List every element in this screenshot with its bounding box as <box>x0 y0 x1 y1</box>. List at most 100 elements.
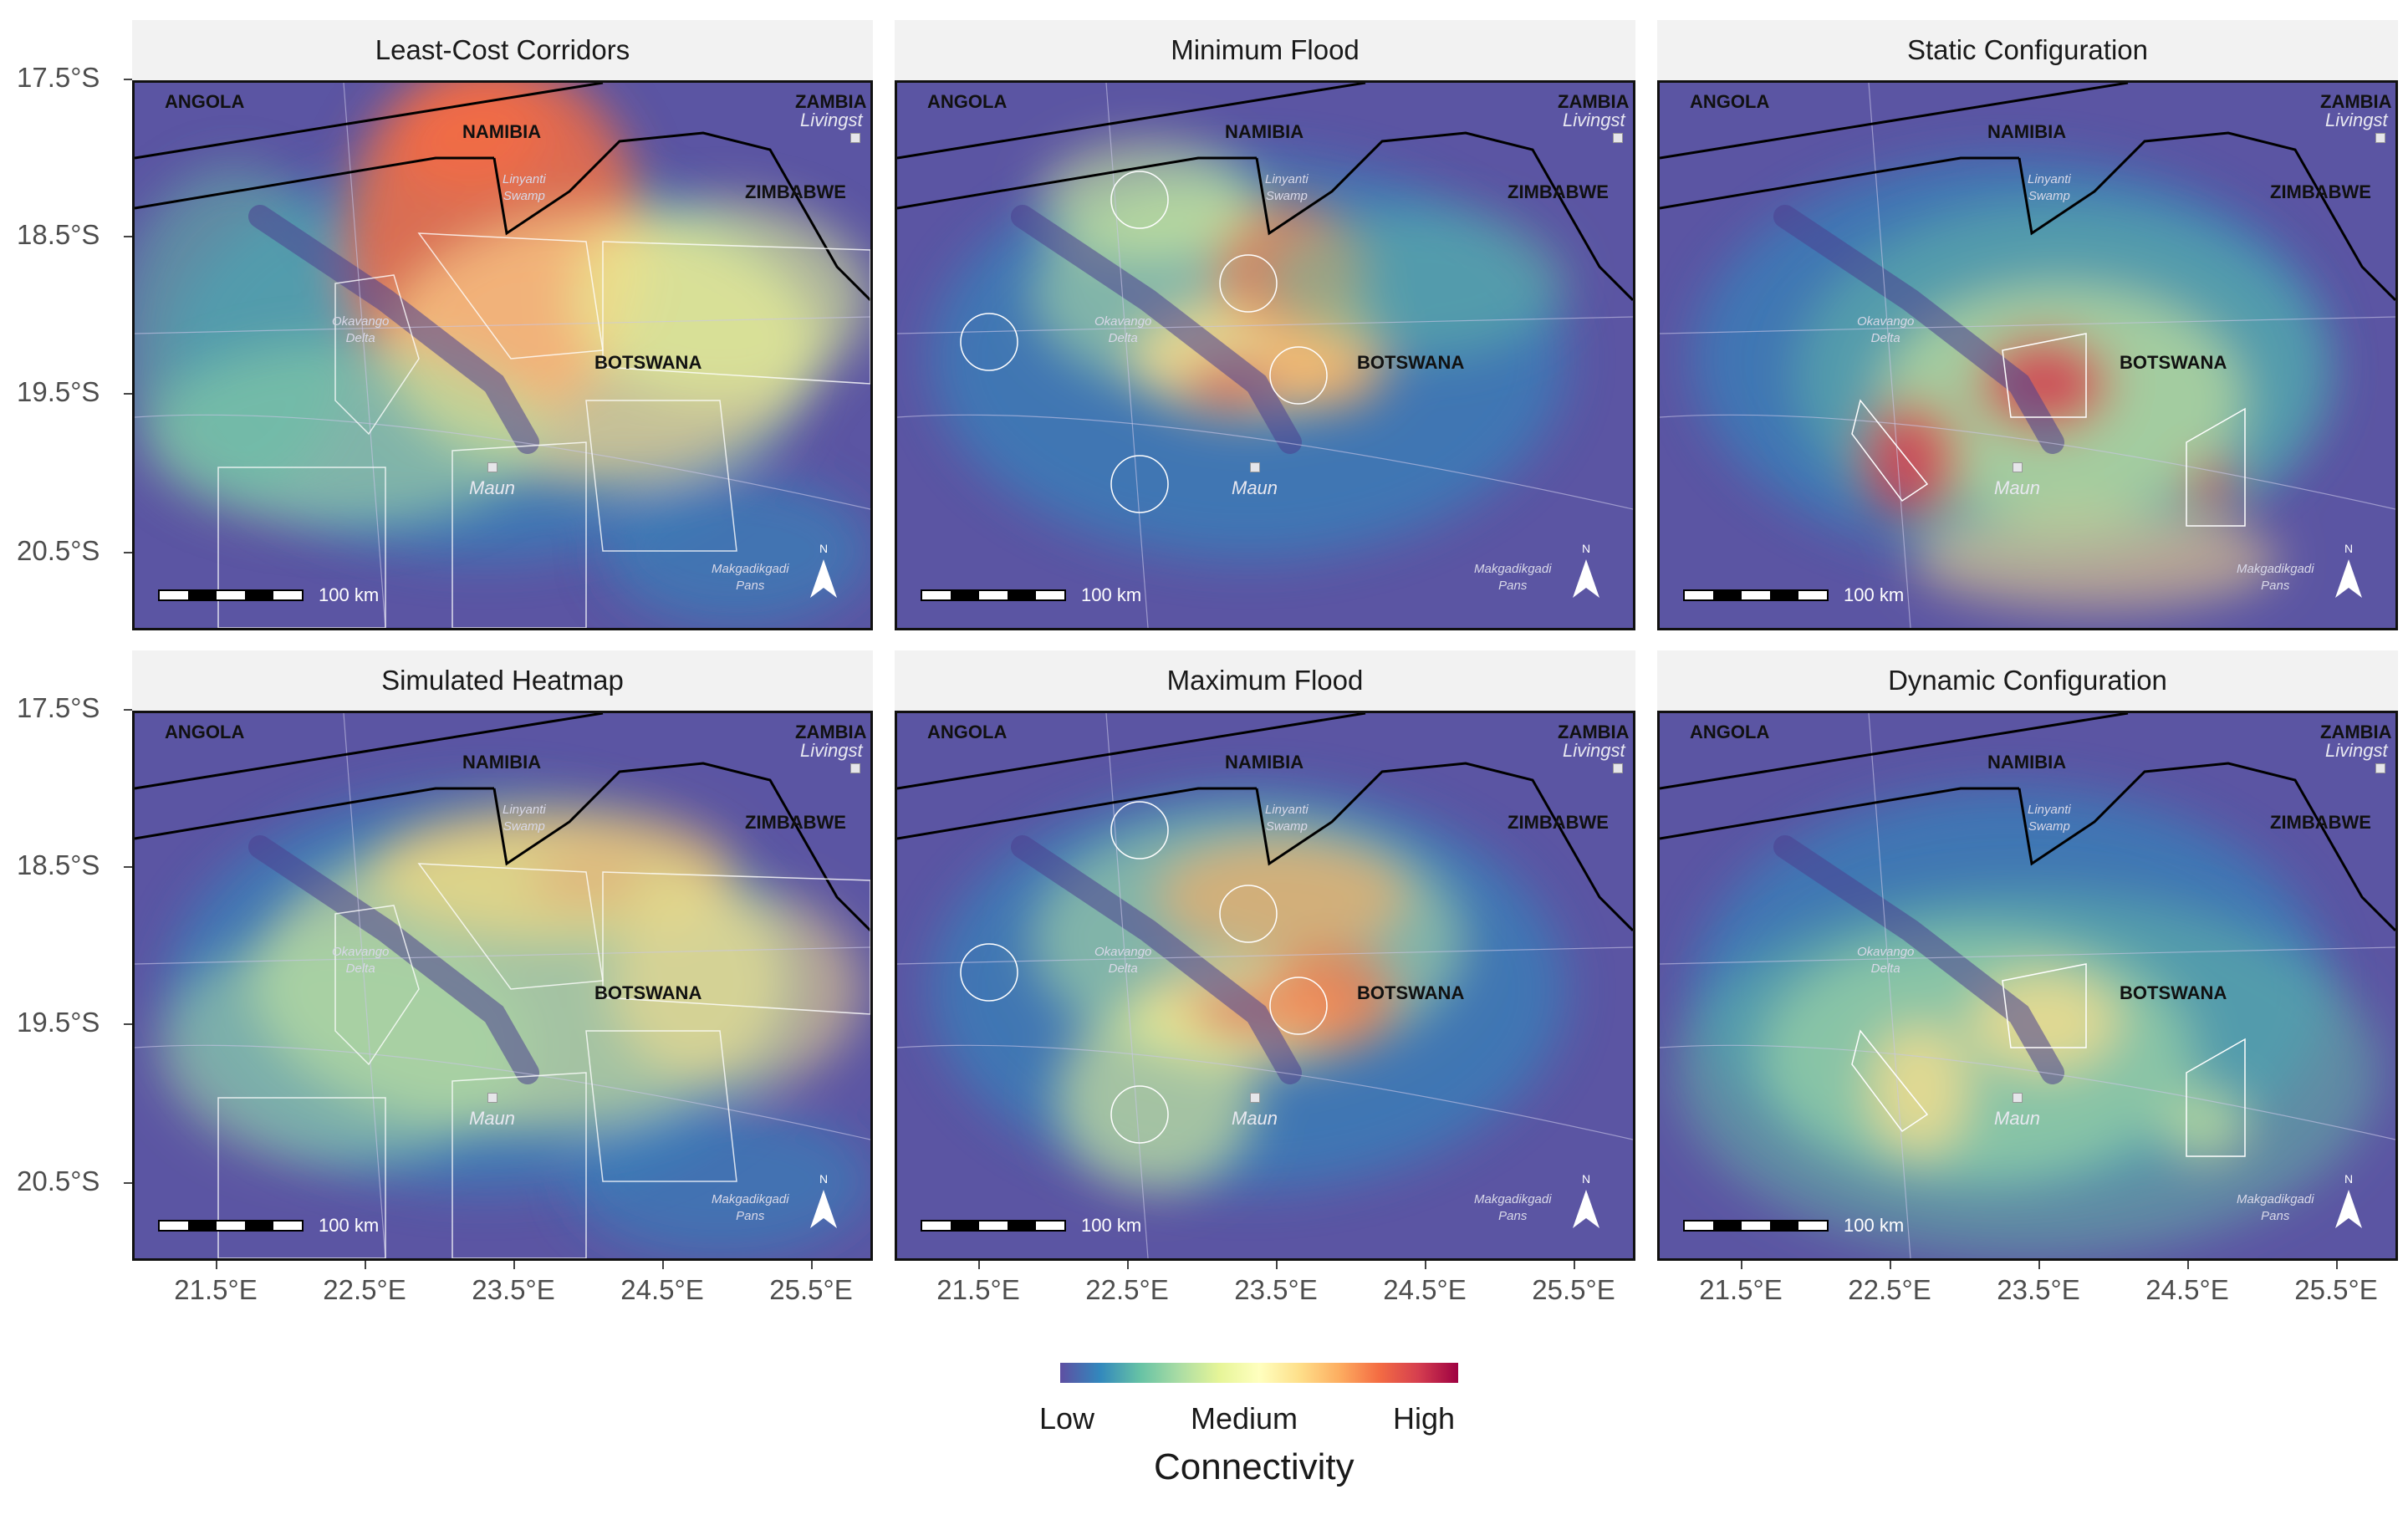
flood-site-circle <box>1110 171 1169 229</box>
connectivity-hotspot <box>1977 334 2111 434</box>
x-axis-tick-label: 21.5°E <box>1699 1274 1783 1305</box>
legend-medium-label: Medium <box>1191 1401 1298 1436</box>
country-border <box>1660 713 2129 790</box>
configuration-area-outline <box>1851 399 1929 502</box>
place-label-linyanti: Linyanti Swamp <box>1265 803 1309 834</box>
connectivity-raster <box>897 83 1633 628</box>
x-axis-tick-label: 23.5°E <box>472 1274 555 1305</box>
protected-area-outline <box>602 871 870 1015</box>
x-axis-tick <box>2336 1261 2338 1269</box>
x-axis-tick <box>1890 1261 1891 1269</box>
protected-area-outline <box>217 467 386 628</box>
country-label-angola: ANGOLA <box>927 91 1008 112</box>
botswana-border <box>2018 131 2395 302</box>
road-line <box>1660 1044 2395 1140</box>
country-label-zimbabwe: ZIMBABWE <box>1508 181 1609 202</box>
flood-site-circle <box>960 943 1018 1002</box>
panel-title: Simulated Heatmap <box>132 650 873 711</box>
botswana-border <box>1255 131 1633 302</box>
road-line <box>343 83 386 628</box>
road-line <box>897 946 1633 965</box>
country-label-namibia: NAMIBIA <box>462 121 542 142</box>
panel-title: Dynamic Configuration <box>1657 650 2398 711</box>
country-border <box>897 787 1257 840</box>
y-axis-tick <box>124 1182 132 1184</box>
place-label-okavango: Okavango Delta <box>1857 314 1915 345</box>
north-label: N <box>2344 1172 2353 1186</box>
flood-site-circle <box>1219 885 1278 943</box>
country-label-botswana: BOTSWANA <box>2120 982 2227 1003</box>
legend-low-label: Low <box>1039 1401 1095 1436</box>
flood-site-circle <box>1269 346 1328 405</box>
place-label-livingstone: Livingst <box>800 110 863 130</box>
country-label-zambia: ZAMBIA <box>795 722 867 742</box>
north-arrow-icon: N <box>807 541 840 599</box>
road-line <box>1660 414 2395 510</box>
botswana-border <box>492 131 870 302</box>
country-label-botswana: BOTSWANA <box>594 982 702 1003</box>
connectivity-raster <box>897 713 1633 1258</box>
north-arrow-icon: N <box>807 1171 840 1230</box>
scale-bar: 100 km <box>921 1215 1141 1237</box>
x-axis-tick <box>662 1261 664 1269</box>
north-arrow-icon: N <box>2332 541 2365 599</box>
okavango-channel <box>1773 205 2064 454</box>
panel-title: Maximum Flood <box>895 650 1635 711</box>
country-border <box>135 713 604 790</box>
scale-bar-label: 100 km <box>1081 584 1142 605</box>
scale-bar-label: 100 km <box>1844 584 1905 605</box>
connectivity-hotspot <box>1156 839 1407 956</box>
connectivity-raster <box>135 83 870 628</box>
place-label-makgadikgadi: Makgadikgadi Pans <box>1474 562 1552 593</box>
okavango-channel <box>248 835 539 1084</box>
y-axis-tick-label: 18.5°S <box>17 849 100 880</box>
country-border <box>1660 156 2019 210</box>
north-label: N <box>819 542 828 555</box>
protected-area-outline <box>585 400 737 552</box>
city-marker-livingstone <box>2375 133 2385 143</box>
country-label-botswana: BOTSWANA <box>594 352 702 373</box>
scale-bar: 100 km <box>1683 584 1904 606</box>
country-border <box>135 83 604 160</box>
place-label-okavango: Okavango Delta <box>1094 945 1152 976</box>
connectivity-hotspot <box>1056 1006 1257 1190</box>
x-axis-tick-label: 22.5°E <box>1848 1274 1931 1305</box>
country-label-angola: ANGOLA <box>165 91 245 112</box>
x-axis-tick-label: 22.5°E <box>323 1274 406 1305</box>
protected-area-outline <box>452 1072 587 1258</box>
y-axis-tick-label: 17.5°S <box>17 692 100 723</box>
protected-area-outline <box>585 1030 737 1182</box>
place-label-okavango: Okavango Delta <box>332 945 390 976</box>
connectivity-hotspot <box>1265 947 1399 1048</box>
city-marker-livingstone <box>1613 133 1623 143</box>
country-label-zimbabwe: ZIMBABWE <box>1508 812 1609 833</box>
x-axis-tick <box>2038 1261 2040 1269</box>
flood-site-circle <box>1219 254 1278 313</box>
connectivity-raster <box>1660 83 2395 628</box>
road-line <box>1660 316 2395 334</box>
place-label-maun: Maun <box>469 1108 516 1129</box>
connectivity-colorbar <box>1060 1363 1458 1383</box>
connectivity-hotspot <box>2161 1089 2245 1156</box>
north-label: N <box>1582 1172 1590 1186</box>
road-line <box>1105 713 1149 1258</box>
city-marker-maun <box>2013 1093 2023 1103</box>
y-axis-tick <box>124 1023 132 1025</box>
country-border <box>135 787 494 840</box>
x-axis-tick <box>1276 1261 1278 1269</box>
country-label-angola: ANGOLA <box>165 722 245 742</box>
protected-area-outline <box>452 441 587 628</box>
y-axis-tick <box>124 866 132 868</box>
road-line <box>1660 946 2395 965</box>
connectivity-raster <box>1660 713 2395 1258</box>
protected-area-outline <box>217 1097 386 1258</box>
connectivity-hotspot <box>1860 400 1961 518</box>
road-line <box>1868 83 1911 628</box>
x-axis-tick-label: 25.5°E <box>769 1274 853 1305</box>
y-axis-tick-label: 18.5°S <box>17 219 100 250</box>
connectivity-hotspot <box>1869 1023 1969 1156</box>
y-axis-tick <box>124 236 132 237</box>
road-line <box>897 1044 1633 1140</box>
x-axis-tick <box>513 1261 515 1269</box>
panel-title: Minimum Flood <box>895 20 1635 80</box>
